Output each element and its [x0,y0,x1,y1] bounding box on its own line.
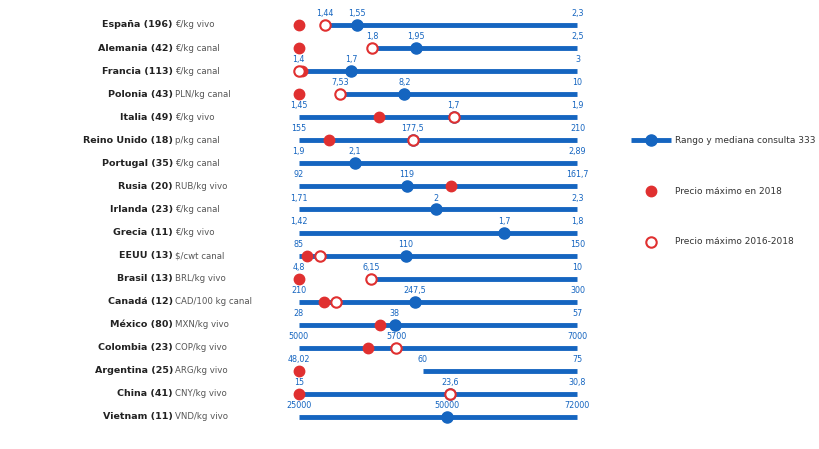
Text: 161,7: 161,7 [565,171,588,180]
Text: 2,5: 2,5 [571,32,583,41]
Text: Precio máximo 2016-2018: Precio máximo 2016-2018 [674,237,793,246]
Text: 1,7: 1,7 [497,216,509,225]
Text: EEUU (13): EEUU (13) [119,251,173,260]
Text: €/kg canal: €/kg canal [175,66,219,75]
Text: 1,9: 1,9 [571,101,583,110]
Text: 5000: 5000 [288,332,309,341]
Text: 7,53: 7,53 [331,78,349,87]
Text: 1,8: 1,8 [365,32,378,41]
Text: 23,6: 23,6 [441,378,459,387]
Text: €/kg canal: €/kg canal [175,205,219,214]
Text: 3: 3 [574,55,579,64]
Text: 2,3: 2,3 [571,194,583,202]
Text: COP/kg vivo: COP/kg vivo [175,343,227,352]
Text: 177,5: 177,5 [401,124,423,133]
Text: 28: 28 [293,309,304,318]
Text: 155: 155 [291,124,306,133]
Text: 119: 119 [399,171,414,180]
Text: 50000: 50000 [434,401,459,410]
Text: 1,71: 1,71 [290,194,307,202]
Text: 150: 150 [569,240,584,249]
Text: 4,8: 4,8 [292,263,305,272]
Text: 72000: 72000 [564,401,590,410]
Text: MXN/kg vivo: MXN/kg vivo [175,320,229,329]
Text: Rusia (20): Rusia (20) [118,182,173,191]
Text: Canadá (12): Canadá (12) [107,297,173,306]
Text: 1,44: 1,44 [316,9,333,18]
Text: 92: 92 [293,171,304,180]
Text: Polonia (43): Polonia (43) [108,90,173,99]
Text: 1,7: 1,7 [344,55,357,64]
Text: Brasil (13): Brasil (13) [117,274,173,283]
Text: 30,8: 30,8 [568,378,586,387]
Text: Precio máximo en 2018: Precio máximo en 2018 [674,186,781,195]
Text: 48,02: 48,02 [287,355,310,364]
Text: €/kg canal: €/kg canal [175,159,219,168]
Text: 2,89: 2,89 [568,147,586,156]
Text: 1,7: 1,7 [447,101,459,110]
Text: 10: 10 [572,78,581,87]
Text: 1,8: 1,8 [571,216,583,225]
Text: 38: 38 [389,309,400,318]
Text: 1,45: 1,45 [290,101,307,110]
Text: 6,15: 6,15 [362,263,379,272]
Text: Portugal (35): Portugal (35) [102,159,173,168]
Text: 15: 15 [293,378,304,387]
Text: Colombia (23): Colombia (23) [98,343,173,352]
Text: 2,1: 2,1 [348,147,361,156]
Text: México (80): México (80) [110,320,173,329]
Text: España (196): España (196) [102,21,173,30]
Text: Italia (49): Italia (49) [120,113,173,122]
Text: 1,9: 1,9 [292,147,305,156]
Text: 1,4: 1,4 [292,55,305,64]
Text: 247,5: 247,5 [403,286,426,295]
Text: China (41): China (41) [117,389,173,398]
Text: Grecia (11): Grecia (11) [113,228,173,237]
Text: 8,2: 8,2 [398,78,410,87]
Text: 10: 10 [572,263,581,272]
Text: CAD/100 kg canal: CAD/100 kg canal [175,297,252,306]
Text: RUB/kg vivo: RUB/kg vivo [175,182,228,191]
Text: PLN/kg canal: PLN/kg canal [175,90,231,99]
Text: Rango y mediana consulta 333: Rango y mediana consulta 333 [674,136,815,145]
Text: p/kg canal: p/kg canal [175,136,219,145]
Text: 7000: 7000 [567,332,586,341]
Text: CNY/kg vivo: CNY/kg vivo [175,389,227,398]
Text: ARG/kg vivo: ARG/kg vivo [175,366,228,375]
Text: 210: 210 [291,286,306,295]
Text: 2,3: 2,3 [571,9,583,18]
Text: €/kg vivo: €/kg vivo [175,228,215,237]
Text: Francia (113): Francia (113) [102,66,173,75]
Text: Reino Unido (18): Reino Unido (18) [83,136,173,145]
Text: €/kg canal: €/kg canal [175,44,219,53]
Text: 300: 300 [569,286,584,295]
Text: 1,42: 1,42 [290,216,307,225]
Text: 85: 85 [293,240,304,249]
Text: €/kg vivo: €/kg vivo [175,21,215,30]
Text: BRL/kg vivo: BRL/kg vivo [175,274,226,283]
Text: €/kg vivo: €/kg vivo [175,113,215,122]
Text: VND/kg vivo: VND/kg vivo [175,413,228,422]
Text: 110: 110 [398,240,413,249]
Text: 1,55: 1,55 [348,9,366,18]
Text: 1,95: 1,95 [407,32,424,41]
Text: Vietnam (11): Vietnam (11) [103,413,173,422]
Text: 25000: 25000 [286,401,311,410]
Text: Irlanda (23): Irlanda (23) [110,205,173,214]
Text: 60: 60 [417,355,427,364]
Text: Alemania (42): Alemania (42) [97,44,173,53]
Text: 57: 57 [572,309,581,318]
Text: $/cwt canal: $/cwt canal [175,251,224,260]
Text: 75: 75 [572,355,581,364]
Text: Argentina (25): Argentina (25) [94,366,173,375]
Text: 5700: 5700 [386,332,406,341]
Text: 2: 2 [432,194,438,202]
Text: 210: 210 [569,124,584,133]
